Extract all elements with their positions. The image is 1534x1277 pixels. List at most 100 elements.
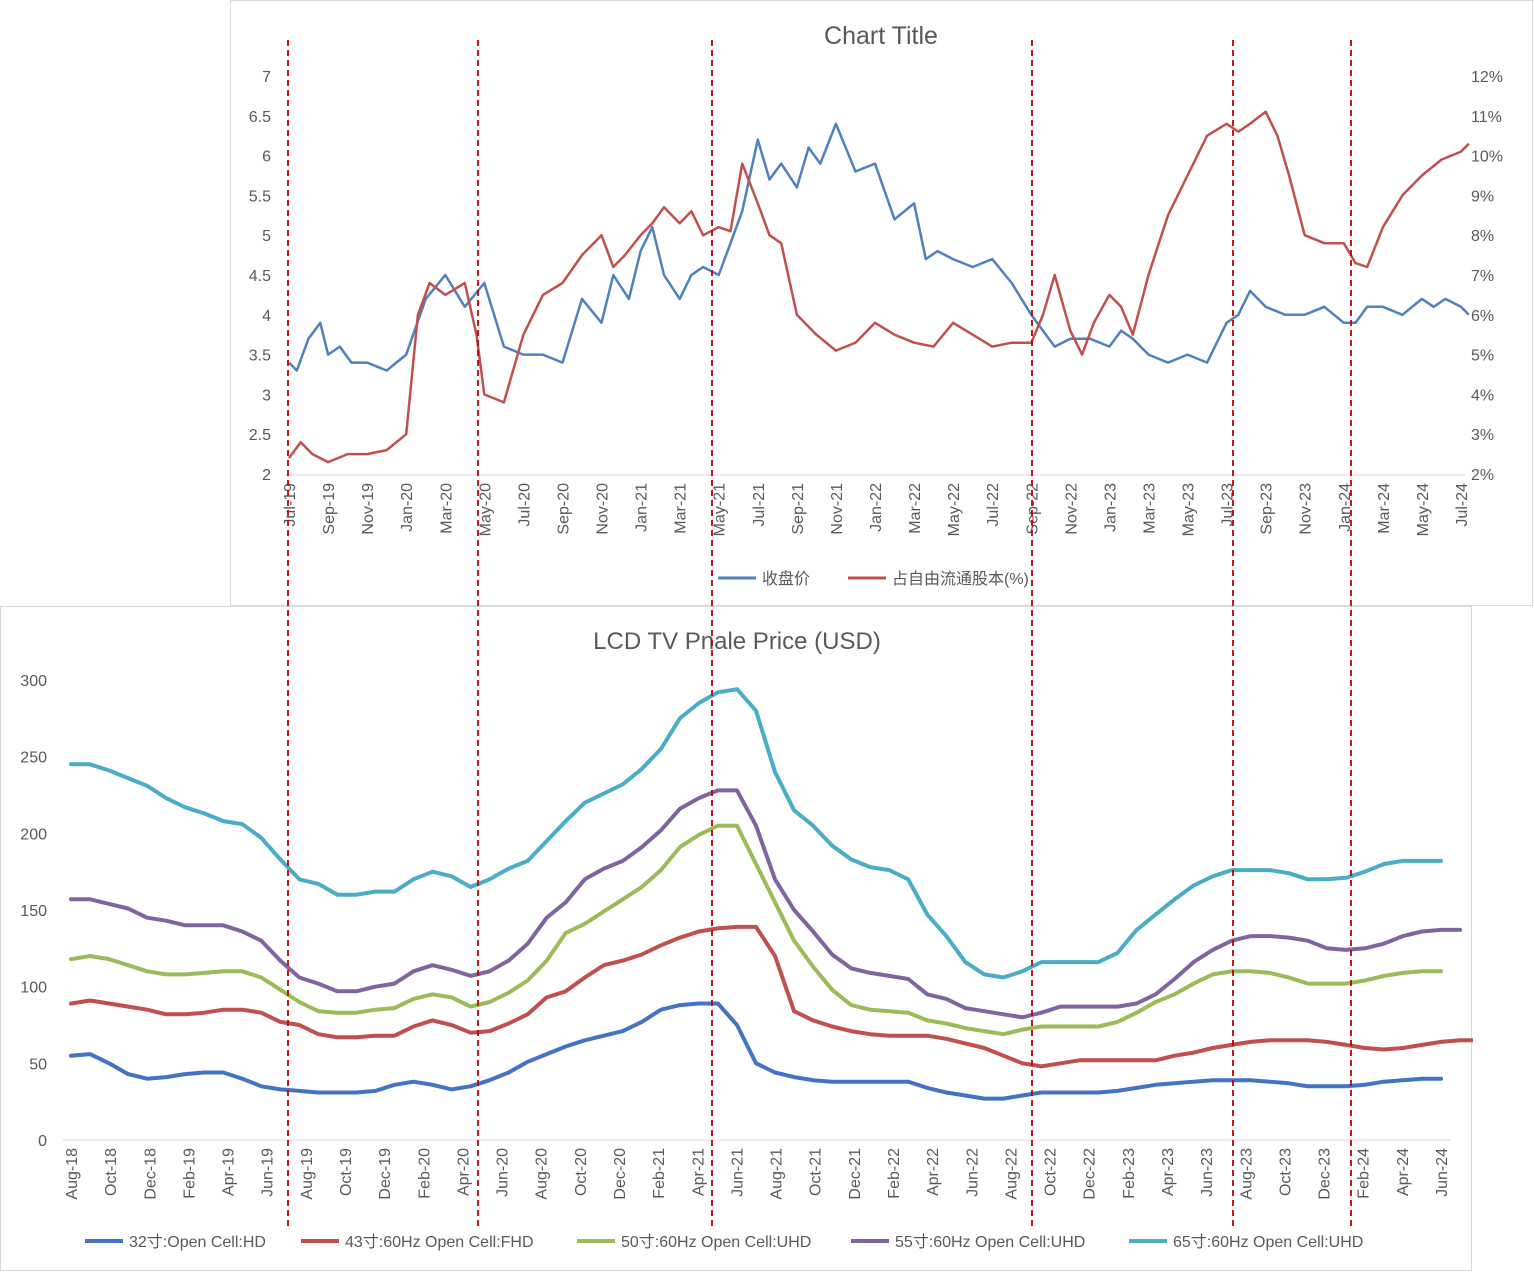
- x-tick-label: Dec-20: [612, 1148, 629, 1200]
- left-tick-label: 7: [262, 69, 271, 86]
- right-tick-label: 12%: [1471, 69, 1503, 86]
- legend-label: 55寸:60Hz Open Cell:UHD: [895, 1233, 1085, 1251]
- x-tick-label: Apr-19: [221, 1148, 238, 1196]
- left-tick-label: 2.5: [249, 427, 271, 444]
- 55-inch-uhd-line: [69, 788, 1462, 1020]
- x-tick-label: Jul-22: [985, 483, 1002, 527]
- left-tick-label: 6.5: [249, 109, 271, 126]
- x-tick-label: Nov-23: [1298, 483, 1315, 535]
- float-share-line: [287, 110, 1470, 464]
- left-tick-label: 5: [262, 228, 271, 245]
- x-tick-label: Oct-22: [1043, 1148, 1060, 1196]
- x-tick-label: Sep-20: [555, 483, 572, 535]
- x-tick-label: Jun-20: [495, 1148, 512, 1197]
- legend: 收盘价 占自由流通股本(%): [718, 569, 1029, 588]
- x-tick-label: Sep-19: [321, 483, 338, 535]
- x-tick-label: Aug-19: [299, 1148, 316, 1200]
- x-tick-label: Feb-21: [651, 1148, 668, 1199]
- right-tick-label: 10%: [1471, 149, 1503, 166]
- x-tick-label: Jun-23: [1199, 1148, 1216, 1197]
- left-tick-label: 4.5: [249, 268, 271, 285]
- x-tick-label: Jun-19: [260, 1148, 277, 1197]
- x-tick-label: Jun-22: [964, 1148, 981, 1197]
- left-tick-label: 3: [262, 387, 271, 404]
- x-tick-label: Apr-22: [925, 1148, 942, 1196]
- legend-label: 43寸:60Hz Open Cell:FHD: [345, 1233, 534, 1251]
- legend-label: 50寸:60Hz Open Cell:UHD: [621, 1233, 811, 1251]
- stock-chart: Chart Title 2 2.5 3 3.5 4 4.5 5 5.5 6 6.5 7 2% 3% 4%…: [249, 22, 1503, 588]
- x-tick-label: Mar-20: [438, 483, 455, 534]
- y-tick-label: 300: [20, 673, 47, 690]
- x-tick-label: Dec-21: [847, 1148, 864, 1200]
- right-tick-label: 11%: [1471, 109, 1502, 126]
- x-tick-label: Jan-20: [399, 483, 416, 532]
- x-tick-label: Sep-22: [1024, 483, 1041, 535]
- right-tick-label: 2%: [1471, 467, 1494, 484]
- x-tick-label: Dec-23: [1317, 1148, 1334, 1200]
- x-tick-label: Jun-21: [729, 1148, 746, 1197]
- left-tick-label: 2: [262, 467, 271, 484]
- chart-title: Chart Title: [824, 22, 938, 50]
- x-tick-label: Feb-22: [886, 1148, 903, 1199]
- 65-inch-uhd-line: [69, 687, 1443, 980]
- y-tick-label: 50: [29, 1056, 47, 1073]
- x-tick-label: Jul-24: [1454, 483, 1471, 527]
- left-tick-label: 6: [262, 149, 271, 166]
- legend-label: 65寸:60Hz Open Cell:UHD: [1173, 1233, 1363, 1251]
- y-tick-label: 100: [20, 980, 47, 997]
- x-tick-label: Jul-21: [751, 483, 768, 527]
- y-tick-label: 0: [38, 1133, 47, 1150]
- x-tick-label: May-20: [477, 483, 494, 536]
- x-tick-label: Aug-22: [1003, 1148, 1020, 1200]
- x-tick-label: May-23: [1181, 483, 1198, 536]
- y-tick-label: 150: [20, 903, 47, 920]
- x-tick-label: Apr-20: [455, 1148, 472, 1196]
- x-tick-label: Jul-20: [516, 483, 533, 527]
- x-tick-label: Nov-20: [595, 483, 612, 535]
- series-lines: [69, 687, 1482, 1101]
- x-tick-label: Dec-19: [377, 1148, 394, 1200]
- x-tick-label: Feb-23: [1121, 1148, 1138, 1199]
- 43-inch-fhd-line: [69, 924, 1482, 1069]
- x-tick-label: Jan-21: [634, 483, 651, 532]
- close-price-line: [288, 122, 1470, 372]
- x-tick-label: Apr-24: [1395, 1148, 1412, 1196]
- series-lines: [287, 110, 1470, 464]
- right-tick-label: 7%: [1471, 268, 1494, 285]
- x-tick-label: Oct-21: [808, 1148, 825, 1196]
- right-tick-label: 8%: [1471, 228, 1494, 245]
- left-tick-label: 3.5: [249, 348, 271, 365]
- left-axis-ticks: 2 2.5 3 3.5 4 4.5 5 5.5 6 6.5 7: [249, 69, 271, 484]
- x-tick-label: Aug-21: [769, 1148, 786, 1200]
- x-axis-ticks: Aug-18 Oct-18 Dec-18 Feb-19 Apr-19 Jun-19 Aug-…: [64, 1148, 1451, 1200]
- x-tick-label: Oct-20: [573, 1148, 590, 1196]
- x-tick-label: Feb-20: [416, 1148, 433, 1199]
- x-tick-label: Jan-22: [868, 483, 885, 532]
- x-tick-label: Feb-24: [1356, 1148, 1373, 1199]
- x-tick-label: Dec-22: [1082, 1148, 1099, 1200]
- right-tick-label: 4%: [1471, 387, 1494, 404]
- x-tick-label: Oct-23: [1277, 1148, 1294, 1196]
- x-tick-label: Aug-23: [1238, 1148, 1255, 1200]
- right-tick-label: 6%: [1471, 308, 1494, 325]
- x-tick-label: Aug-20: [534, 1148, 551, 1200]
- x-tick-label: Oct-19: [338, 1148, 355, 1196]
- x-tick-label: Feb-19: [181, 1148, 198, 1199]
- x-tick-label: Mar-24: [1376, 483, 1393, 534]
- right-tick-label: 5%: [1471, 348, 1494, 365]
- y-tick-label: 250: [20, 750, 47, 767]
- x-tick-label: May-21: [712, 483, 729, 536]
- right-tick-label: 3%: [1471, 427, 1494, 444]
- x-tick-label: Mar-21: [673, 483, 690, 534]
- x-tick-label: Nov-19: [360, 483, 377, 535]
- legend: 32寸:Open Cell:HD 43寸:60Hz Open Cell:FHD 50…: [85, 1233, 1363, 1251]
- legend-label-close-price: 收盘价: [762, 569, 810, 588]
- x-tick-label: Oct-18: [103, 1148, 120, 1196]
- x-tick-label: Jul-23: [1220, 483, 1237, 527]
- x-tick-label: Dec-18: [142, 1148, 159, 1200]
- y-tick-label: 200: [20, 826, 47, 843]
- panel-price-chart-panel: LCD TV Pnale Price (USD) 0 50 100 150 200 250…: [0, 606, 1482, 1271]
- x-tick-label: Mar-23: [1141, 483, 1158, 534]
- left-tick-label: 5.5: [249, 188, 271, 205]
- x-tick-label: Apr-21: [690, 1148, 707, 1196]
